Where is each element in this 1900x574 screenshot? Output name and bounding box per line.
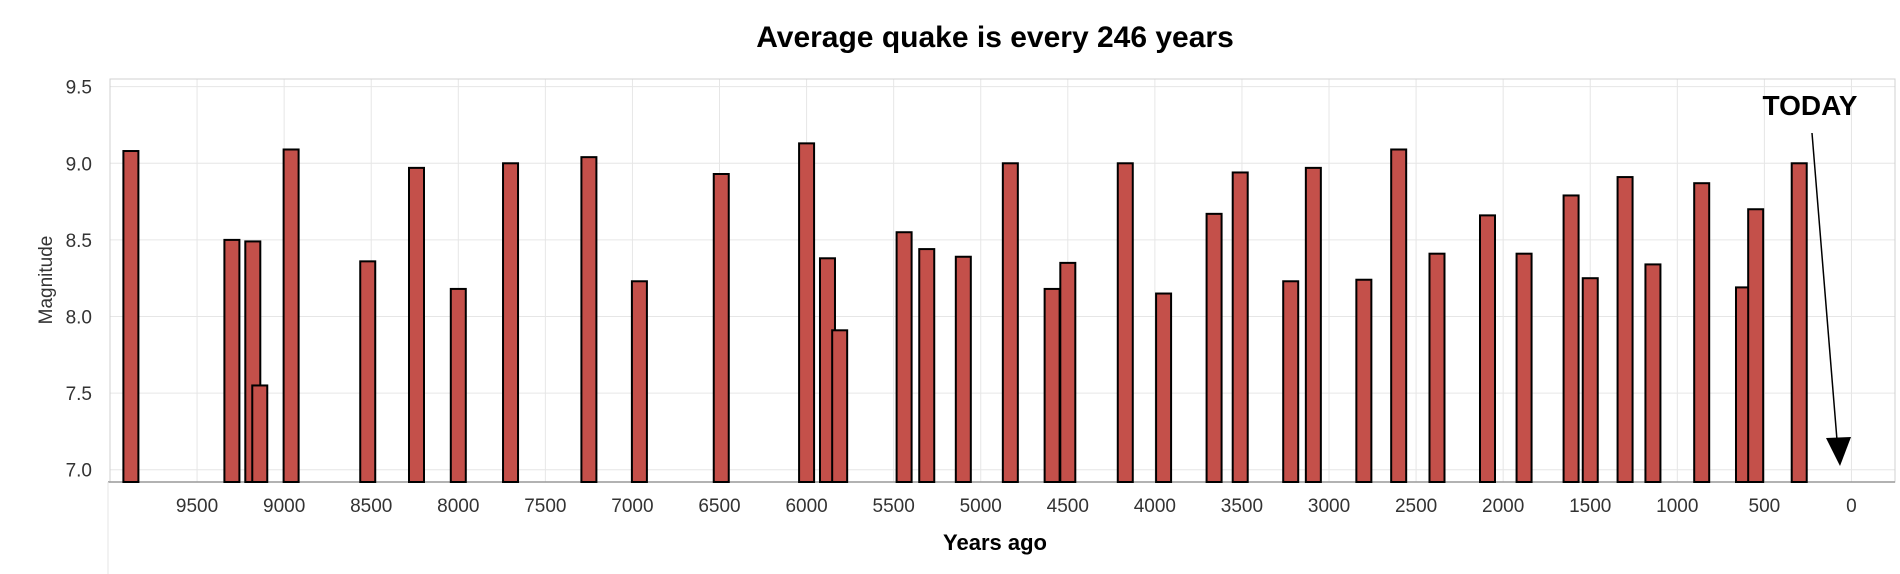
y-tick-label: 8.5	[66, 231, 92, 252]
bar	[630, 280, 648, 484]
bar	[1562, 194, 1580, 483]
x-axis-title: Years ago	[943, 530, 1047, 555]
x-tick-label: 8000	[437, 496, 479, 517]
bar	[1478, 214, 1496, 483]
y-tick-label: 7.0	[66, 461, 92, 482]
bar	[1428, 252, 1446, 483]
x-tick-label: 3000	[1308, 496, 1350, 517]
today-arrowhead	[1826, 437, 1851, 466]
x-tick-label: 5000	[960, 496, 1002, 517]
x-tick-label: 0	[1846, 496, 1857, 517]
bar	[1790, 162, 1808, 484]
bar	[1155, 292, 1173, 483]
y-tick-labels: 7.0 7.5 8.0 8.5 9.0 9.5	[66, 78, 92, 482]
y-tick-label: 9.0	[66, 154, 92, 175]
bar	[223, 238, 241, 483]
x-tick-label: 5500	[873, 496, 915, 517]
bar	[895, 231, 913, 483]
bar	[954, 255, 972, 483]
x-tick-label: 2500	[1395, 496, 1437, 517]
x-tick-label: 2000	[1482, 496, 1524, 517]
x-tick-label: 4000	[1134, 496, 1176, 517]
bar	[1644, 263, 1662, 483]
x-tick-label: 500	[1749, 496, 1781, 517]
bar	[1205, 212, 1223, 483]
bar	[407, 166, 425, 484]
bar	[122, 150, 140, 483]
bar	[1001, 162, 1019, 484]
chart-title: Average quake is every 246 years	[756, 21, 1234, 54]
bar	[1616, 176, 1634, 483]
bar	[831, 329, 849, 483]
x-tick-labels: 9500 9000 8500 8000 7500 7000 6500 6000 5500 5000…	[176, 496, 1857, 517]
bar	[798, 142, 816, 483]
x-tick-label: 9000	[263, 496, 305, 517]
bar	[1581, 277, 1599, 483]
bar	[580, 156, 598, 483]
x-tick-label: 1000	[1656, 496, 1698, 517]
bar	[1355, 278, 1373, 483]
x-tick-label: 6000	[785, 496, 827, 517]
today-arrow-line	[1811, 132, 1838, 441]
bar	[1231, 171, 1249, 483]
x-tick-label: 3500	[1221, 496, 1263, 517]
bar	[1043, 287, 1061, 484]
y-tick-label: 9.5	[66, 78, 92, 99]
bar	[1059, 261, 1077, 483]
bar	[1304, 166, 1322, 484]
y-tick-label: 7.5	[66, 384, 92, 405]
bars	[122, 142, 1808, 484]
bar	[1116, 162, 1134, 484]
x-tick-label: 6500	[698, 496, 740, 517]
bar	[1747, 208, 1765, 483]
bar	[712, 173, 730, 483]
bar	[1515, 252, 1533, 483]
bar	[502, 162, 520, 484]
x-tick-label: 8500	[350, 496, 392, 517]
y-tick-label: 8.0	[66, 308, 92, 329]
bar	[282, 148, 300, 483]
today-annotation-label: TODAY	[1763, 90, 1858, 121]
bar	[449, 287, 467, 484]
bar	[918, 248, 936, 483]
bar	[359, 260, 377, 483]
y-axis-title: Magnitude	[36, 236, 57, 325]
x-tick-label: 7000	[611, 496, 653, 517]
bar	[251, 384, 269, 483]
bar	[1282, 280, 1300, 484]
bar	[1390, 148, 1408, 483]
x-tick-label: 1500	[1569, 496, 1611, 517]
x-tick-label: 4500	[1047, 496, 1089, 517]
x-tick-label: 9500	[176, 496, 218, 517]
bar	[1693, 182, 1711, 483]
x-tick-label: 7500	[524, 496, 566, 517]
